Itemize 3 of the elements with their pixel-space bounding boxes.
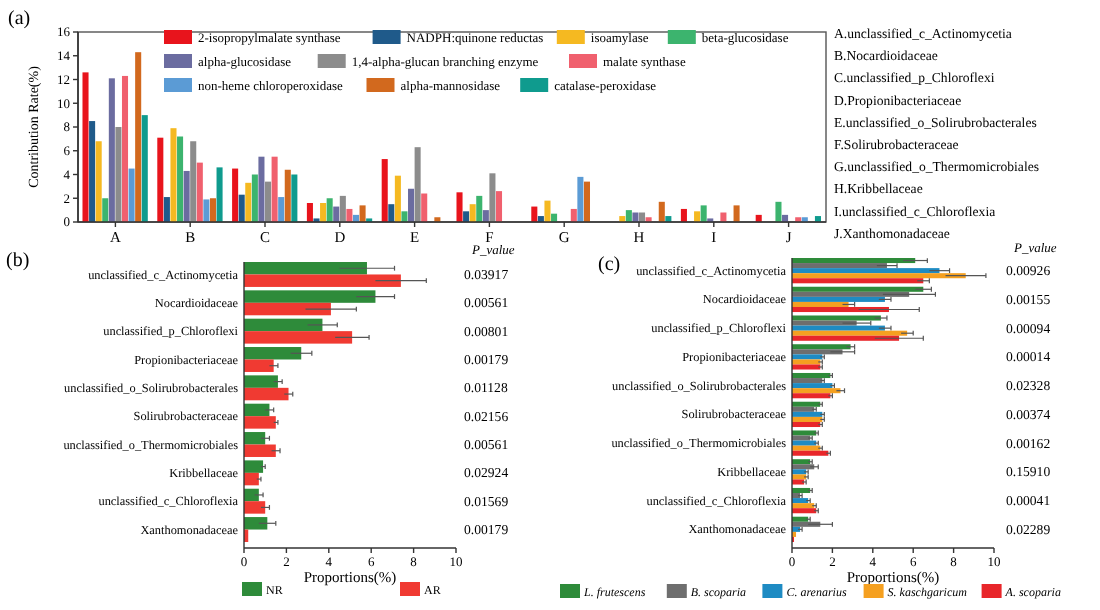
text: (b) bbox=[6, 250, 30, 272]
text: (c) bbox=[598, 254, 621, 276]
chart-title: (a) bbox=[8, 8, 31, 30]
